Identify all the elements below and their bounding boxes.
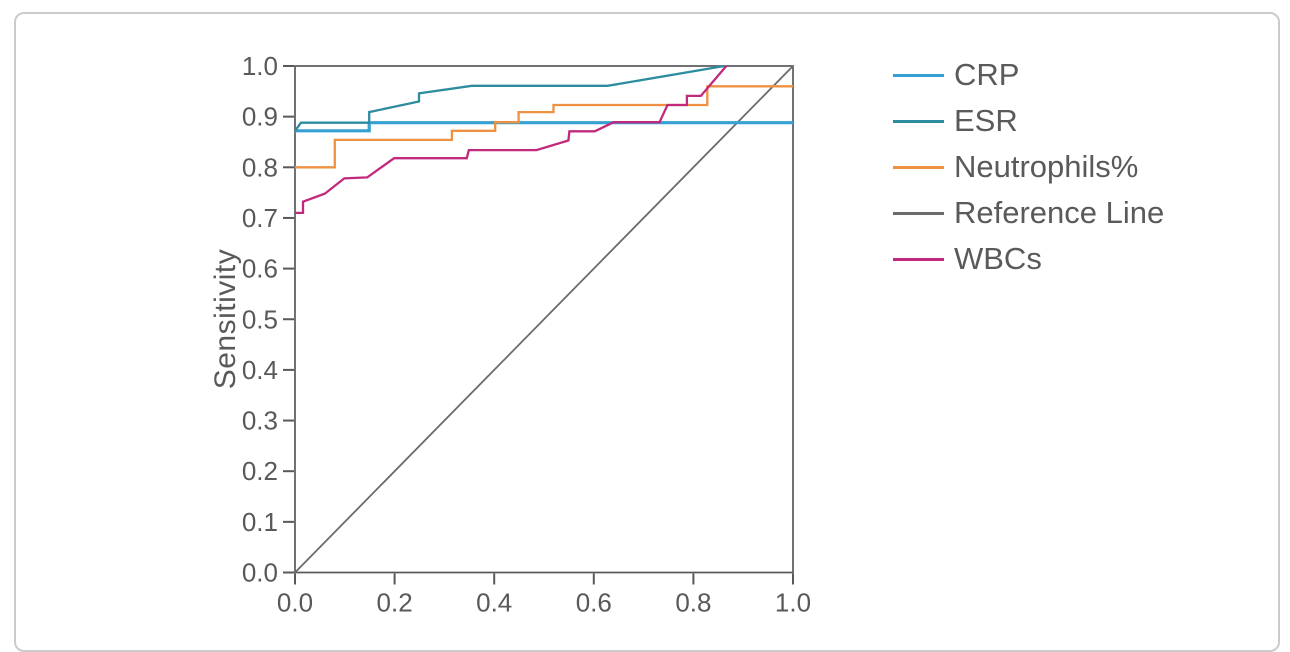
x-tick-label: 0.4 (476, 588, 512, 618)
roc-curve-crp (295, 121, 793, 133)
y-tick-label: 0.0 (242, 558, 278, 588)
roc-curve-reference-line (294, 65, 794, 574)
legend-swatch-reference-line (893, 211, 944, 215)
x-tick-label: 0.0 (277, 588, 313, 618)
legend-swatch-crp (893, 73, 944, 77)
plot-frame (294, 65, 794, 574)
x-tick-label: 0.6 (576, 588, 612, 618)
roc-curve-wbcs (295, 65, 728, 215)
chart-legend: CRP ESR Neutrophils% Reference Line WBCs (893, 52, 1164, 282)
y-tick-label: 0.7 (242, 203, 278, 233)
y-tick-label: 0.2 (242, 456, 278, 486)
legend-swatch-wbcs (893, 257, 944, 261)
y-tick-label: 0.6 (242, 254, 278, 284)
legend-label-wbcs: WBCs (954, 241, 1042, 276)
y-tick-label: 0.1 (242, 507, 278, 537)
x-tick-label: 0.2 (377, 588, 413, 618)
legend-label-esr: ESR (954, 103, 1018, 138)
x-tick-label: 0.8 (675, 588, 711, 618)
legend-item-neutrophils: Neutrophils% (893, 144, 1164, 190)
roc-chart-plot-area: 0.0 0.1 0.2 0.3 0.4 0.5 0.6 0.7 0.8 0.9 1.0 0.0 0.2 0… (242, 51, 811, 618)
legend-label-neutrophils: Neutrophils% (954, 149, 1139, 184)
y-tick-label: 0.8 (242, 152, 278, 182)
legend-label-reference-line: Reference Line (954, 195, 1165, 230)
y-tick-label: 0.5 (242, 304, 278, 334)
legend-item-reference-line: Reference Line (893, 190, 1164, 236)
roc-curve-esr (294, 64, 725, 132)
x-tick-label: 1.0 (775, 588, 811, 618)
y-tick-label: 1.0 (242, 51, 278, 81)
y-tick-label: 0.9 (242, 102, 278, 132)
y-tick-label: 0.3 (242, 406, 278, 436)
legend-item-esr: ESR (893, 98, 1164, 144)
y-tick-label: 0.4 (242, 355, 278, 385)
legend-item-crp: CRP (893, 52, 1164, 98)
legend-swatch-esr (893, 119, 944, 123)
legend-swatch-neutrophils (893, 165, 944, 169)
y-axis-title: Sensitivity (209, 248, 242, 390)
legend-item-wbcs: WBCs (893, 236, 1164, 282)
legend-label-crp: CRP (954, 57, 1020, 92)
chart-card: 0.0 0.1 0.2 0.3 0.4 0.5 0.6 0.7 0.8 0.9 1.0 0.0 0.2 0… (14, 12, 1280, 652)
